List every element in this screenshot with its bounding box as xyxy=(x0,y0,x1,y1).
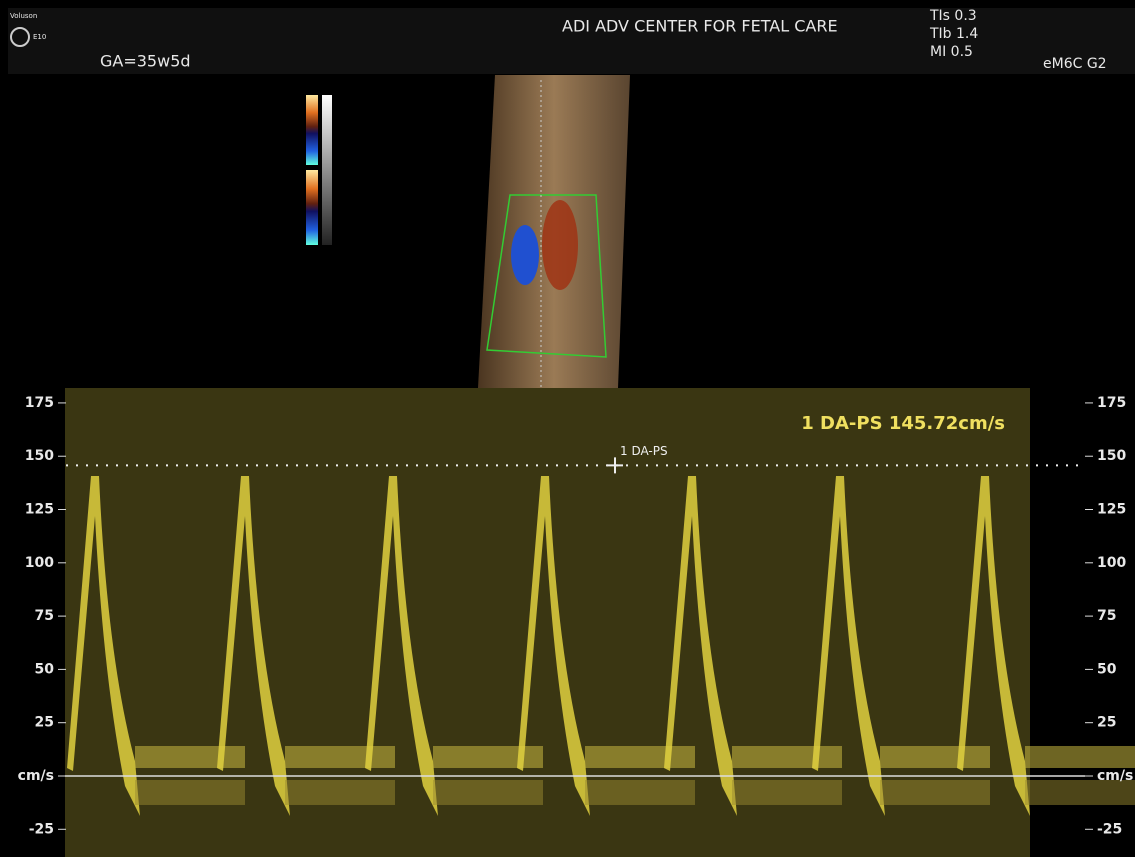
color-flow xyxy=(511,225,539,285)
y-tick-label: -25 xyxy=(29,821,54,837)
measurement-result: 1 DA-PS 145.72cm/s xyxy=(801,413,1005,434)
y-tick-label: cm/s xyxy=(1097,768,1133,784)
y-tick-label: 25 xyxy=(1097,715,1116,731)
y-tick-label: 75 xyxy=(35,608,54,624)
reverse-flow xyxy=(135,780,245,805)
y-tick-label: 25 xyxy=(35,715,54,731)
index: MI 0.5 xyxy=(930,44,973,60)
gray-bar xyxy=(322,95,332,245)
reverse-flow xyxy=(585,780,695,805)
diastolic-band xyxy=(732,746,842,768)
y-tick-label: 50 xyxy=(1097,661,1117,677)
y-tick-label: 125 xyxy=(1097,502,1126,518)
y-tick-label: 175 xyxy=(1097,395,1126,411)
y-tick-label: cm/s xyxy=(18,768,54,784)
y-tick-label: 150 xyxy=(1097,448,1126,464)
y-tick-label: 75 xyxy=(1097,608,1116,624)
index: TIb 1.4 xyxy=(929,26,978,42)
diastolic-band xyxy=(880,746,990,768)
diastolic-band xyxy=(585,746,695,768)
diastolic-band xyxy=(135,746,245,768)
gestational-age: GA=35w5d xyxy=(100,52,191,71)
y-tick-label: 150 xyxy=(25,448,54,464)
diastolic-band xyxy=(285,746,395,768)
page: Voluson E10 GA=35w5d ADI ADV CENTER FOR … xyxy=(0,0,1135,857)
ultrasound-screen: Voluson E10 GA=35w5d ADI ADV CENTER FOR … xyxy=(0,0,1135,857)
diastolic-band xyxy=(1025,746,1135,768)
site-name: ADI ADV CENTER FOR FETAL CARE xyxy=(562,17,838,36)
y-tick-label: 125 xyxy=(25,502,54,518)
reverse-flow xyxy=(433,780,543,805)
probe: eM6C G2 xyxy=(1043,56,1107,72)
reverse-flow xyxy=(285,780,395,805)
index: TIs 0.3 xyxy=(929,8,977,24)
y-tick-label: 50 xyxy=(35,661,55,677)
color-bar xyxy=(306,95,318,165)
y-tick-label: -25 xyxy=(1097,821,1122,837)
brand: Voluson xyxy=(10,12,37,20)
color-flow xyxy=(542,200,578,290)
y-tick-label: 100 xyxy=(25,555,54,571)
measurement-marker: 1 DA-PS xyxy=(620,444,668,458)
model: E10 xyxy=(33,33,46,41)
reverse-flow xyxy=(880,780,990,805)
reverse-flow xyxy=(732,780,842,805)
y-tick-label: 100 xyxy=(1097,555,1126,571)
y-tick-label: 175 xyxy=(25,395,54,411)
diastolic-band xyxy=(433,746,543,768)
color-bar xyxy=(306,170,318,245)
